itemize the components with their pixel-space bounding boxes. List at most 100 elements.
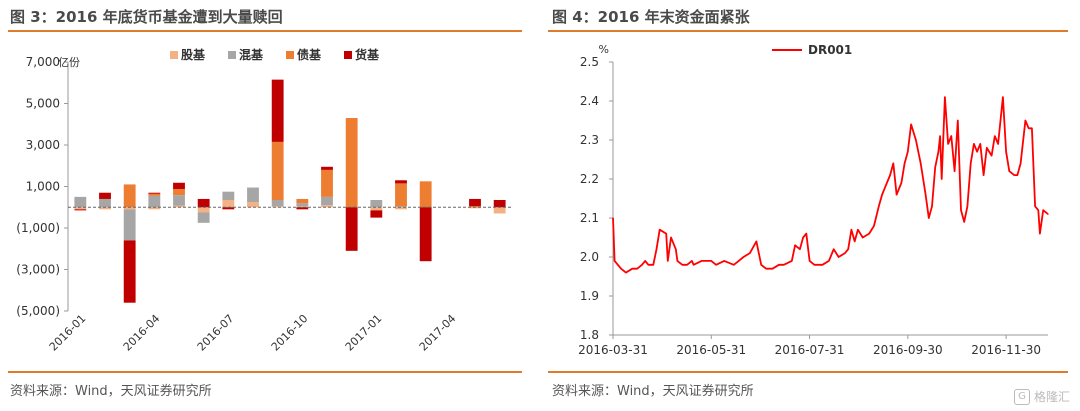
- data-point: [884, 186, 886, 188]
- data-point: [934, 166, 936, 168]
- data-point: [794, 244, 796, 246]
- x-tick-label: 2017-01: [343, 312, 385, 354]
- bar-segment: [74, 209, 87, 211]
- bar-segment: [173, 195, 185, 206]
- x-tick-label: 2016-04: [121, 312, 163, 354]
- data-point: [970, 162, 972, 164]
- left-chart-title: 图 3：2016 年底货币基金遭到大量赎回: [10, 8, 283, 26]
- left-source-note: 资料来源：Wind，天风证券研究所: [10, 384, 212, 399]
- bar-segment: [99, 207, 111, 210]
- data-point: [676, 260, 678, 262]
- right-source-rule: [548, 371, 1068, 373]
- data-point: [881, 194, 883, 196]
- y-tick-label: 2.3: [580, 133, 599, 147]
- x-tick-label: 2017-04: [417, 312, 459, 354]
- data-point: [983, 174, 985, 176]
- data-point: [896, 194, 898, 196]
- watermark: G 格隆汇: [1013, 388, 1070, 405]
- data-point: [915, 139, 917, 141]
- y-tick-label: 1.9: [580, 289, 599, 303]
- data-point: [960, 209, 962, 211]
- data-point: [994, 135, 996, 137]
- bar-segment: [173, 182, 185, 189]
- left-source-rule: [8, 371, 522, 373]
- data-point: [778, 264, 780, 266]
- data-point: [857, 229, 859, 231]
- bar-segment: [271, 141, 284, 200]
- data-point: [904, 162, 906, 164]
- data-point: [854, 240, 856, 242]
- data-point: [738, 260, 740, 262]
- data-point: [954, 170, 956, 172]
- data-point: [620, 268, 622, 270]
- x-tick-label: 2016-07-31: [775, 343, 845, 357]
- data-point: [749, 252, 751, 254]
- data-point: [1008, 170, 1010, 172]
- data-point: [614, 260, 616, 262]
- bar-segment: [99, 192, 111, 199]
- bar-segment: [321, 205, 333, 208]
- data-point: [652, 264, 654, 266]
- data-point: [821, 264, 823, 266]
- bar-segment: [296, 207, 309, 210]
- data-point: [802, 236, 804, 239]
- data-point: [755, 240, 757, 242]
- data-point: [847, 248, 849, 250]
- data-point: [715, 264, 717, 266]
- data-point: [850, 229, 852, 231]
- data-point: [944, 96, 946, 98]
- data-point: [973, 143, 975, 145]
- data-point: [670, 236, 672, 239]
- bar-segment: [370, 207, 383, 211]
- y-unit-label: %: [599, 43, 609, 56]
- data-point: [931, 205, 933, 207]
- data-point: [928, 217, 930, 219]
- y-tick-label: 2.4: [580, 94, 599, 108]
- bar-segment: [321, 196, 333, 206]
- bar-segment: [173, 205, 185, 208]
- data-point: [1047, 213, 1049, 215]
- data-point: [900, 182, 902, 184]
- x-tick-label: 2016-03-31: [578, 343, 648, 357]
- data-point: [733, 264, 735, 266]
- bar-segment: [469, 206, 481, 208]
- legend-label: 混基: [239, 47, 264, 62]
- data-point: [997, 143, 999, 145]
- data-point: [1024, 119, 1026, 122]
- data-point: [986, 147, 988, 149]
- bar-segment: [197, 198, 210, 208]
- data-point: [939, 135, 941, 137]
- watermark-logo-icon: G: [1013, 388, 1030, 405]
- fund-flow-bar-chart: 7,000 5,000 3,000 1,000 (1,000) (3,000) (5,000…: [16, 47, 512, 354]
- data-point: [641, 264, 643, 266]
- bar-segment: [123, 184, 136, 208]
- data-point: [979, 143, 981, 145]
- y-tick-label: 5,000: [26, 97, 60, 111]
- data-point: [1016, 174, 1018, 176]
- data-point: [907, 151, 909, 153]
- data-point: [947, 143, 949, 145]
- data-point: [920, 162, 922, 164]
- right-source-note: 资料来源：Wind，天风证券研究所: [552, 384, 754, 399]
- data-point: [963, 221, 965, 223]
- data-point: [889, 174, 891, 176]
- data-point: [1031, 127, 1033, 129]
- x-tick-label: 2016-10: [269, 312, 311, 354]
- data-point: [723, 260, 725, 262]
- data-point: [991, 155, 993, 157]
- bar-segment: [296, 198, 309, 204]
- data-point: [813, 264, 815, 266]
- bar-segment: [493, 199, 506, 208]
- bar-segment: [395, 207, 407, 210]
- data-point: [655, 248, 658, 250]
- bar-segment: [469, 207, 481, 209]
- data-point: [833, 248, 835, 250]
- data-point: [742, 256, 745, 258]
- bar-segment: [321, 169, 333, 197]
- data-point: [710, 260, 712, 262]
- bar-segment: [148, 193, 161, 196]
- bar-segment: [271, 206, 284, 208]
- y-tick-label: (3,000): [16, 263, 60, 277]
- data-point: [1020, 162, 1022, 164]
- bar-segment: [222, 207, 235, 210]
